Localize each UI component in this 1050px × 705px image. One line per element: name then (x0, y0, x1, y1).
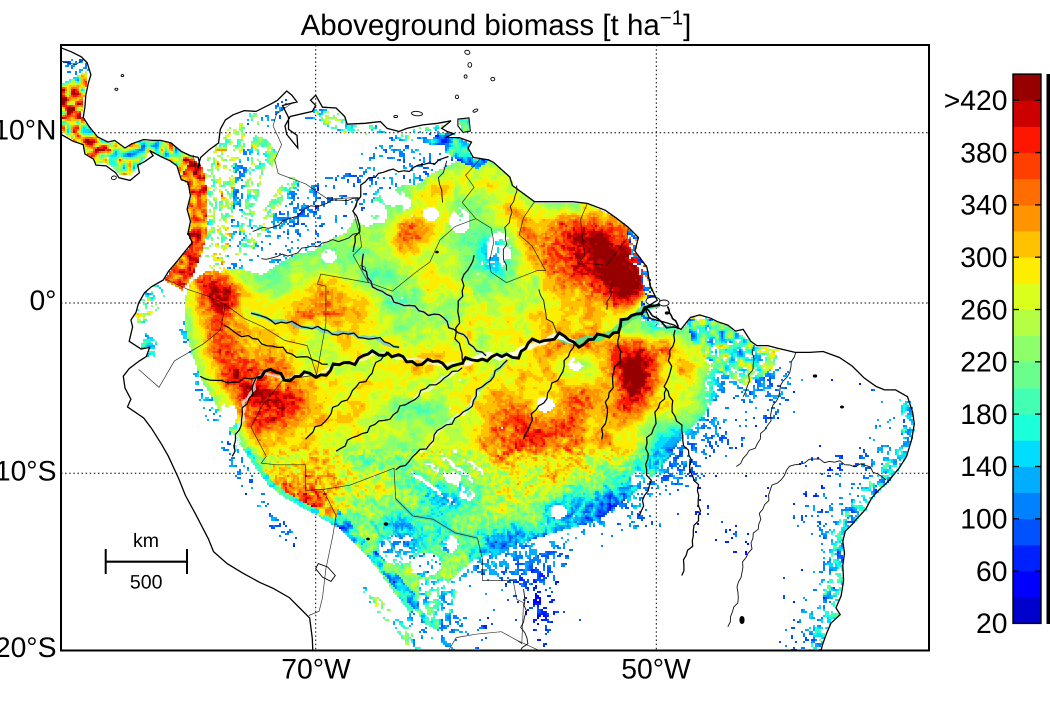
svg-text:340: 340 (960, 189, 1007, 221)
svg-text:380: 380 (960, 136, 1007, 168)
svg-text:500: 500 (130, 572, 163, 594)
svg-text:180: 180 (960, 398, 1007, 430)
svg-text:300: 300 (960, 241, 1007, 273)
svg-text:10°S: 10°S (0, 455, 57, 487)
svg-text:0°: 0° (29, 284, 56, 316)
svg-text:km: km (133, 530, 159, 552)
svg-text:50°W: 50°W (621, 653, 691, 685)
svg-text:140: 140 (960, 450, 1007, 482)
svg-text:Aboveground biomass [t ha−1]: Aboveground biomass [t ha−1] (301, 7, 692, 43)
svg-text:>420: >420 (944, 84, 1008, 116)
svg-text:10°N: 10°N (0, 114, 57, 146)
svg-text:100: 100 (960, 503, 1007, 535)
svg-text:220: 220 (960, 346, 1007, 378)
svg-text:260: 260 (960, 293, 1007, 325)
svg-text:60: 60 (976, 555, 1007, 587)
svg-text:20: 20 (976, 607, 1007, 639)
svg-text:70°W: 70°W (281, 653, 351, 685)
svg-text:20°S: 20°S (0, 631, 57, 663)
